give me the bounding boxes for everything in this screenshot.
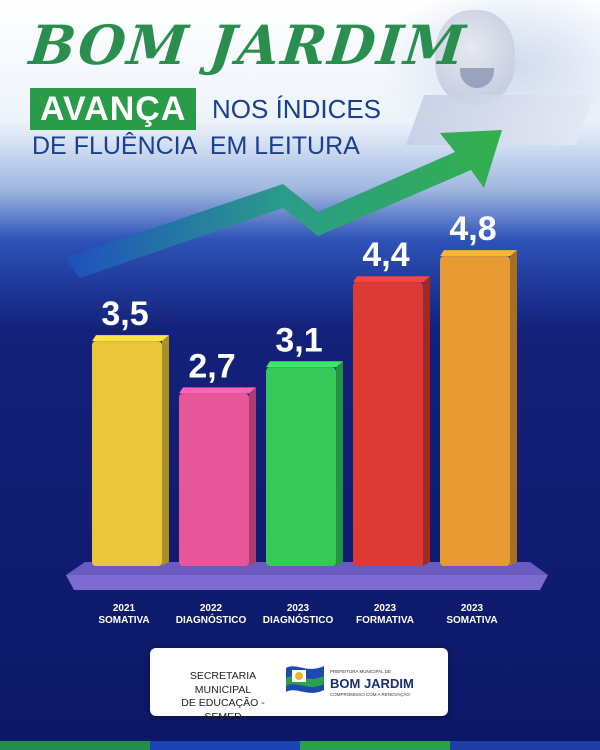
data-label: 4,8 [449,210,496,248]
bar-side [162,335,169,566]
data-label: 3,5 [101,295,148,333]
trend-arrow [65,130,502,278]
platform-front [66,575,548,590]
secretariat-line2: DE EDUCAÇÃO - SEMED [181,697,265,723]
child-mouth [460,68,494,88]
bar-side [249,387,256,566]
x-tick-label: 2022 DIAGNÓSTICO [161,603,261,626]
bottom-color-stripe [0,741,600,750]
chart-platform [66,562,548,590]
x-tick-label-line: SOMATIVA [98,614,150,626]
logo-tagline: COMPROMISSO COM A RENOVAÇÃO [330,692,410,697]
x-tick-label-line: DIAGNÓSTICO [175,614,247,626]
data-label: 3,1 [275,321,322,359]
bar-top [179,387,256,394]
bar-top [440,250,517,257]
tagline-rest: NOS ÍNDICES [212,94,382,124]
bar-side [423,276,430,566]
tagline-highlight: AVANÇA [40,89,187,128]
tagline-highlight-box: AVANÇA [30,88,197,130]
bar-side [336,361,343,566]
municipal-flag-logo [286,666,324,693]
trend-arrow-shape [65,130,502,278]
x-tick-label-line: 2021 [112,603,136,614]
bar [440,256,510,566]
bar-top [353,276,430,283]
x-tick-label-line: 2023 [460,603,484,614]
x-tick-label-line: FORMATIVA [356,614,414,626]
bar [353,282,423,566]
bar-side [510,250,517,566]
x-tick-label: 2021 SOMATIVA [74,603,174,626]
x-tick-label-line: 2023 [373,603,397,614]
x-tick-label: 2023 SOMATIVA [422,603,522,626]
x-tick-label-line: SOMATIVA [446,614,498,626]
bar [266,367,336,566]
logo-prefecture-text: PREFEITURA MUNICIPAL DE [330,669,392,674]
bar-top [92,335,169,342]
child-face [435,10,515,105]
footer-card: SECRETARIA MUNICIPAL DE EDUCAÇÃO - SEMED… [150,648,448,723]
secretariat-name: SECRETARIA MUNICIPAL DE EDUCAÇÃO - SEMED [164,670,282,725]
x-tick-label: 2023 DIAGNÓSTICO [248,603,348,626]
bar [179,393,249,566]
secretariat-line1: SECRETARIA MUNICIPAL [189,670,257,696]
child-reading-photo [385,0,600,150]
x-tick-label-line: DIAGNÓSTICO [262,614,334,626]
data-label: 4,4 [362,236,409,274]
x-tick-label: 2023 FORMATIVA [335,603,435,626]
logo-city-name: BOM JARDIM [330,676,414,691]
bar [92,341,162,566]
tagline-line2: DE FLUÊNCIA EM LEITURA [32,132,360,160]
data-label: 2,7 [188,347,235,385]
bar-top [266,361,343,368]
x-tick-label-line: 2023 [286,603,310,614]
x-tick-label-line: 2022 [199,603,223,614]
